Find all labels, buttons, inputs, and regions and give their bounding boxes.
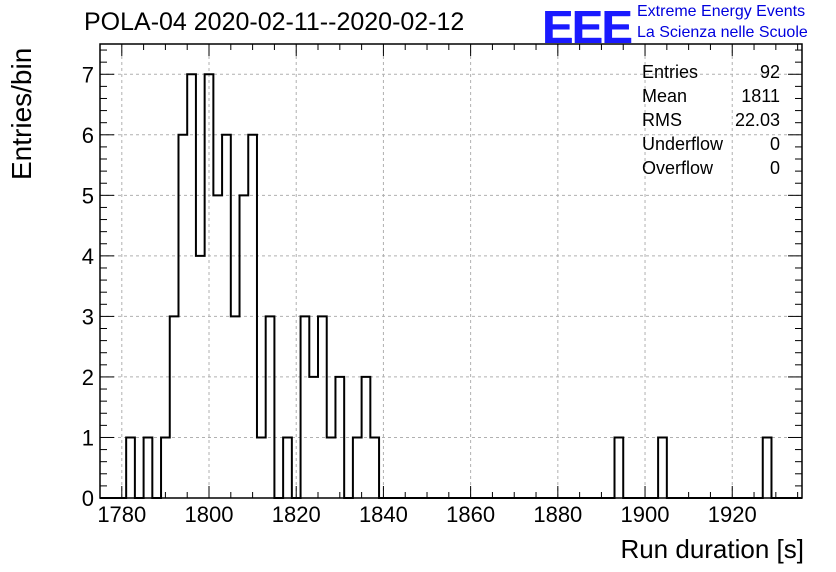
y-tick-label: 2 (82, 365, 94, 390)
histogram-bin (370, 437, 379, 498)
histogram-bin (161, 437, 170, 498)
histogram-bin (187, 74, 196, 498)
eee-logo: EEE (542, 1, 632, 53)
stat-value: 0 (769, 134, 780, 154)
histogram-bin (240, 195, 249, 498)
histogram-bin (170, 316, 179, 498)
y-tick-label: 5 (82, 183, 94, 208)
stat-label: Overflow (642, 158, 714, 178)
stat-label: Mean (642, 86, 688, 106)
stat-value: 22.03 (734, 110, 780, 130)
histogram-bin (283, 437, 292, 498)
histogram-bin (213, 195, 222, 498)
stat-label: Underflow (642, 134, 724, 154)
histogram-bin (353, 437, 362, 498)
y-tick-label: 4 (82, 244, 94, 269)
histogram-bin (178, 135, 187, 498)
x-tick-label: 1780 (97, 502, 146, 527)
x-tick-label: 1820 (272, 502, 321, 527)
x-tick-label: 1920 (708, 502, 757, 527)
stat-value: 0 (769, 158, 780, 178)
x-tick-label: 1880 (533, 502, 582, 527)
plot-frame (99, 43, 803, 499)
histogram-bin (231, 316, 240, 498)
stat-rms: RMS 22.03 (642, 108, 780, 132)
histogram-bin (205, 74, 214, 498)
histogram-bin (248, 135, 257, 498)
stat-label: Entries (642, 62, 699, 82)
x-tick-label: 1860 (446, 502, 495, 527)
x-tick-label: 1800 (185, 502, 234, 527)
y-axis-label: Entries/bin (6, 47, 37, 180)
chart-title: POLA-04 2020-02-11--2020-02-12 (84, 8, 465, 36)
stat-mean: Mean 1811 (642, 84, 780, 108)
histogram-bin (318, 316, 327, 498)
x-axis-label: Run duration [s] (620, 534, 804, 564)
stat-underflow: Underflow 0 (642, 132, 780, 156)
x-tick-label: 1900 (621, 502, 670, 527)
histogram-bin (309, 377, 318, 498)
histogram-bin (126, 437, 135, 498)
logo-line-1: Extreme Energy Events (637, 3, 806, 20)
y-tick-label: 6 (82, 123, 94, 148)
stat-label: RMS (642, 110, 682, 130)
histogram-bin (266, 316, 275, 498)
stats-box: Entries 92 Mean 1811 RMS 22.03 Underflow… (642, 60, 780, 180)
stat-entries: Entries 92 (642, 60, 780, 84)
histogram-bin (763, 437, 772, 498)
stat-value: 92 (759, 62, 780, 82)
histogram-bin (615, 437, 624, 498)
y-tick-label: 0 (82, 486, 94, 511)
histogram-bin (335, 377, 344, 498)
x-tick-label: 1840 (359, 502, 408, 527)
histogram-bin (196, 256, 205, 498)
histogram-bin (144, 437, 153, 498)
y-tick-label: 1 (82, 425, 94, 450)
stat-overflow: Overflow 0 (642, 156, 780, 180)
histogram-bin (658, 437, 667, 498)
histogram-bin (301, 316, 310, 498)
histogram-bin (222, 135, 231, 498)
y-tick-label: 3 (82, 304, 94, 329)
stat-value: 1811 (741, 86, 780, 106)
histogram-bin (362, 377, 371, 498)
histogram-bin (327, 437, 336, 498)
histogram-bin (257, 437, 266, 498)
logo-line-2: La Scienza nelle Scuole (637, 24, 808, 41)
y-tick-label: 7 (82, 62, 94, 87)
